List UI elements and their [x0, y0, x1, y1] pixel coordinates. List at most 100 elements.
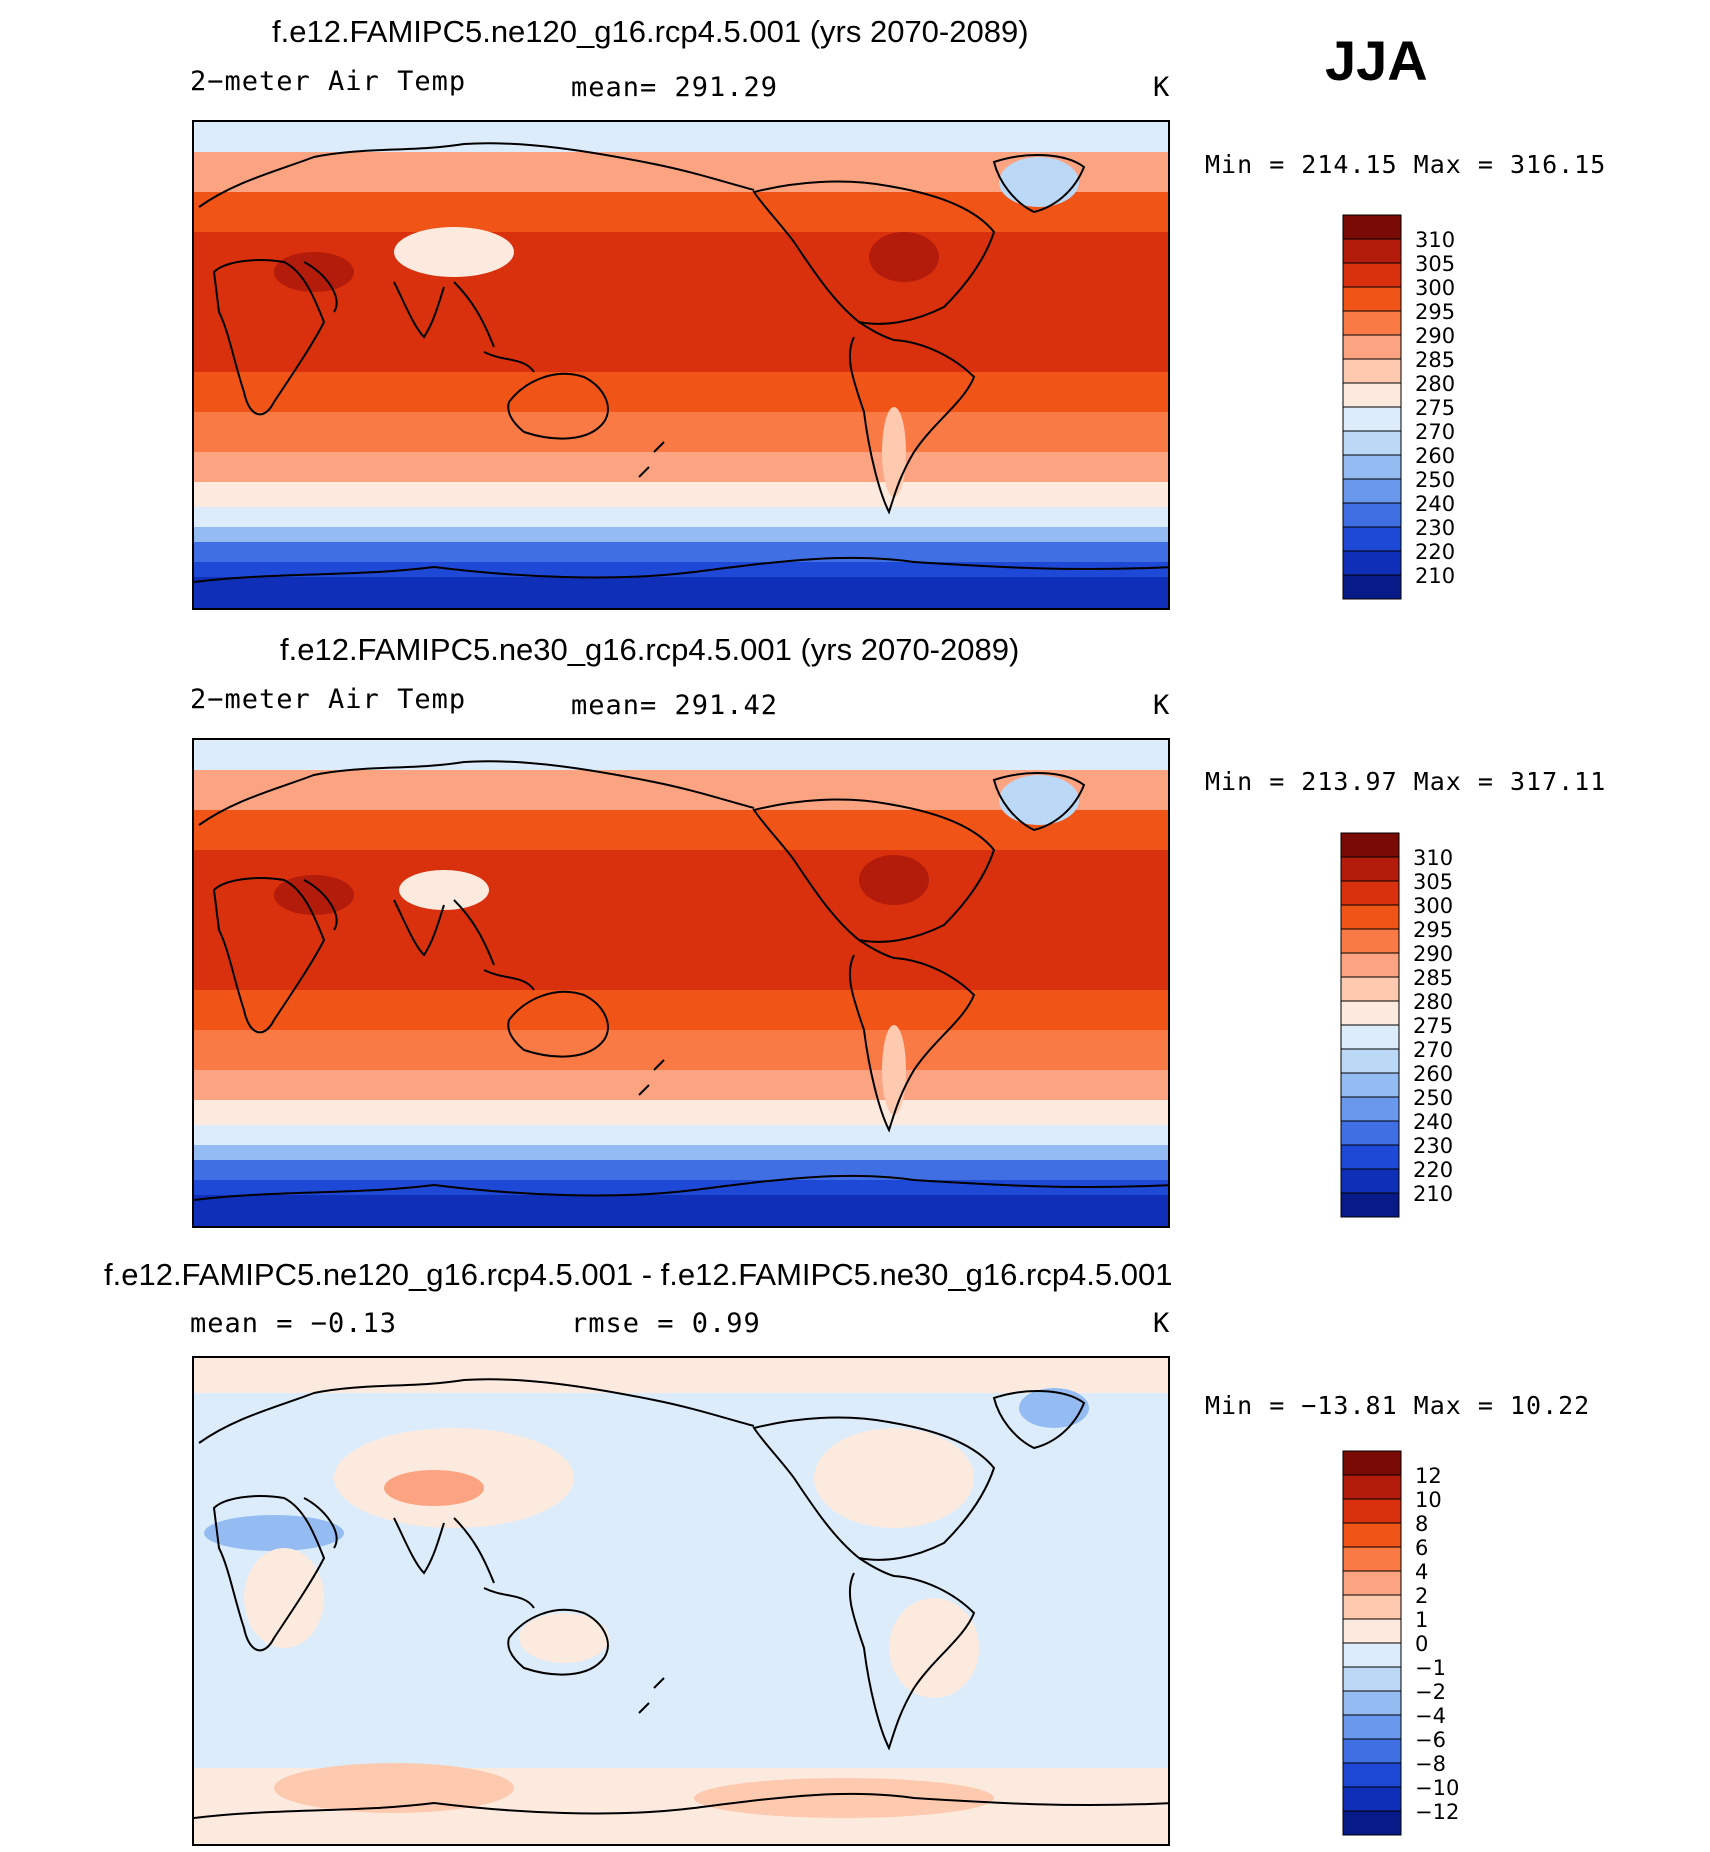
- colorbar-swatch: [1342, 358, 1402, 384]
- colorbar-swatch: [1342, 1666, 1402, 1692]
- colorbar-tick-label: −4: [1415, 1704, 1446, 1728]
- colorbar-tick-label: 4: [1415, 1560, 1428, 1584]
- colorbar-swatch: [1342, 406, 1402, 432]
- colorbar-tick-label: 310: [1415, 228, 1455, 252]
- colorbar-tick-label: −8: [1415, 1752, 1446, 1776]
- colorbar-tick-label: 8: [1415, 1512, 1428, 1536]
- colorbar-swatch: [1342, 478, 1402, 504]
- colorbar-tick-label: 280: [1413, 990, 1453, 1014]
- colorbar-svg: 3103053002952902852802752702602502402302…: [1340, 832, 1453, 1218]
- colorbar-swatch: [1342, 502, 1402, 528]
- colorbar-tick-label: 285: [1415, 348, 1455, 372]
- colorbar-swatch: [1340, 1144, 1400, 1170]
- colorbar-swatch: [1342, 1546, 1402, 1572]
- colorbar-tick-label: 295: [1415, 300, 1455, 324]
- colorbar: 12 10 8 6 4 2 1 0 −1 −2 −4 −6 −8 −10 −12: [1342, 1450, 1523, 1841]
- season-label: JJA: [1325, 29, 1428, 92]
- colorbar-swatch: [1342, 574, 1402, 600]
- colorbar-tick-label: 280: [1415, 372, 1455, 396]
- colorbar-swatch: [1342, 1594, 1402, 1620]
- colorbar-swatch: [1342, 1762, 1402, 1788]
- colorbar-tick-label: 260: [1415, 444, 1455, 468]
- colorbar-swatch: [1342, 430, 1402, 456]
- colorbar-swatch: [1340, 976, 1400, 1002]
- colorbar-swatch: [1342, 454, 1402, 480]
- map-ne30: [192, 738, 1170, 1228]
- colorbar-tick-label: −1: [1415, 1656, 1446, 1680]
- colorbar-swatch: [1342, 550, 1402, 576]
- colorbar-swatch: [1342, 1618, 1402, 1644]
- colorbar-swatch: [1342, 286, 1402, 312]
- colorbar-swatch: [1342, 1642, 1402, 1668]
- colorbar-swatch: [1340, 1168, 1400, 1194]
- colorbar-swatch: [1342, 1498, 1402, 1524]
- colorbar-swatch: [1342, 262, 1402, 288]
- colorbar-tick-label: 230: [1413, 1134, 1453, 1158]
- colorbar-swatch: [1342, 1522, 1402, 1548]
- panel-title: f.e12.FAMIPC5.ne120_g16.rcp4.5.001 (yrs …: [272, 14, 1029, 49]
- units-label: K: [1153, 1308, 1171, 1339]
- map-difference: [192, 1356, 1170, 1846]
- colorbar-swatch: [1342, 1570, 1402, 1596]
- colorbar-swatch: [1342, 1810, 1402, 1836]
- map-ne120: [192, 120, 1170, 610]
- colorbar-tick-label: 6: [1415, 1536, 1428, 1560]
- colorbar-swatch: [1342, 334, 1402, 360]
- colorbar-tick-label: 285: [1413, 966, 1453, 990]
- colorbar-swatch: [1342, 238, 1402, 264]
- colorbar-tick-label: 230: [1415, 516, 1455, 540]
- colorbar-swatch: [1342, 1450, 1402, 1476]
- colorbar-swatch: [1342, 310, 1402, 336]
- colorbar-tick-label: 10: [1415, 1488, 1442, 1512]
- minmax-label: Min = 214.15 Max = 316.15: [1205, 150, 1607, 179]
- colorbar-tick-label: 305: [1415, 252, 1455, 276]
- variable-label: 2−meter Air Temp: [190, 684, 467, 715]
- colorbar-swatch: [1340, 832, 1400, 858]
- colorbar-swatch: [1340, 1048, 1400, 1074]
- colorbar-tick-label: 300: [1413, 894, 1453, 918]
- colorbar-swatch: [1342, 526, 1402, 552]
- colorbar-swatch: [1342, 1714, 1402, 1740]
- colorbar-tick-label: 240: [1415, 492, 1455, 516]
- colorbar-tick-label: 275: [1415, 396, 1455, 420]
- colorbar-tick-label: 240: [1413, 1110, 1453, 1134]
- colorbar-tick-label: 2: [1415, 1584, 1428, 1608]
- colorbar-tick-label: −10: [1415, 1776, 1459, 1800]
- colorbar-swatch: [1342, 1474, 1402, 1500]
- rmse-label: rmse = 0.99: [571, 1308, 761, 1339]
- colorbar-svg: 3103053002952902852802752702602502402302…: [1342, 214, 1455, 600]
- colorbar-swatch: [1342, 214, 1402, 240]
- colorbar-swatch: [1340, 880, 1400, 906]
- variable-label: 2−meter Air Temp: [190, 66, 467, 97]
- colorbar-tick-label: 270: [1415, 420, 1455, 444]
- colorbar-tick-label: 250: [1415, 468, 1455, 492]
- colorbar-tick-label: −12: [1415, 1800, 1459, 1824]
- colorbar: 310 305 300 295 290 285 280 275 270 260 250 240 230 2…: [1342, 214, 1523, 605]
- colorbar-tick-label: 260: [1413, 1062, 1453, 1086]
- colorbar-tick-label: −2: [1415, 1680, 1446, 1704]
- colorbar-tick-label: 210: [1415, 564, 1455, 588]
- colorbar-swatch: [1340, 1120, 1400, 1146]
- units-label: K: [1153, 690, 1171, 721]
- colorbar-tick-label: 250: [1413, 1086, 1453, 1110]
- colorbar-tick-label: 290: [1415, 324, 1455, 348]
- colorbar-swatch: [1340, 1192, 1400, 1218]
- colorbar-swatch: [1340, 904, 1400, 930]
- colorbar-swatch: [1342, 1786, 1402, 1812]
- panel-title: f.e12.FAMIPC5.ne120_g16.rcp4.5.001 - f.e…: [104, 1257, 1173, 1292]
- panel-title: f.e12.FAMIPC5.ne30_g16.rcp4.5.001 (yrs 2…: [280, 632, 1020, 667]
- colorbar-swatch: [1342, 1690, 1402, 1716]
- colorbar-tick-label: 1: [1415, 1608, 1428, 1632]
- colorbar-swatch: [1342, 382, 1402, 408]
- colorbar-swatch: [1340, 1000, 1400, 1026]
- colorbar-swatch: [1342, 1738, 1402, 1764]
- units-label: K: [1153, 72, 1171, 103]
- colorbar-tick-label: 210: [1413, 1182, 1453, 1206]
- colorbar-tick-label: 220: [1413, 1158, 1453, 1182]
- colorbar-swatch: [1340, 1072, 1400, 1098]
- colorbar-tick-label: −6: [1415, 1728, 1446, 1752]
- colorbar-tick-label: 220: [1415, 540, 1455, 564]
- colorbar-tick-label: 12: [1415, 1464, 1442, 1488]
- colorbar-tick-label: 305: [1413, 870, 1453, 894]
